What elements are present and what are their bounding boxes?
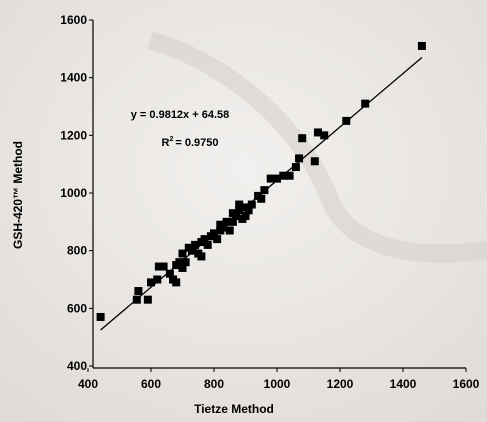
point [266, 174, 275, 183]
point [200, 235, 209, 244]
point [285, 171, 294, 180]
point [244, 206, 253, 215]
equation: y = 0.9812x + 64.58 [131, 109, 229, 121]
x-tick-label: 1200 [327, 377, 354, 391]
point [203, 240, 212, 249]
r-rest: = 0.9750 [175, 137, 218, 149]
x-tick-label: 800 [204, 377, 224, 391]
point [197, 252, 206, 261]
point [210, 229, 218, 238]
point [228, 217, 237, 226]
texture [147, 31, 487, 263]
point [191, 240, 200, 249]
y-tick-label: 1400 [60, 71, 87, 85]
point [313, 128, 322, 137]
point [310, 157, 319, 166]
point [178, 249, 187, 258]
point [273, 174, 281, 183]
point [232, 212, 241, 221]
x-axis-title: Tietze Method [194, 402, 274, 416]
x-tick-label: 1000 [264, 377, 291, 391]
point [417, 41, 426, 50]
point [165, 269, 174, 278]
point [260, 186, 269, 195]
point [291, 163, 300, 172]
point [143, 295, 152, 304]
point [96, 312, 105, 321]
y-axis-title: GSH-420™ Method [11, 141, 25, 249]
point [342, 116, 351, 125]
y-tick-label: 600 [67, 301, 87, 315]
point [172, 278, 181, 287]
point [257, 194, 266, 203]
x-tick-label: 1600 [453, 377, 480, 391]
x-tick-label: 400 [78, 377, 98, 391]
point [213, 235, 222, 244]
y-tick-label: 1600 [60, 13, 87, 27]
r-sup: 2 [169, 136, 173, 143]
x-tick-label: 600 [141, 377, 161, 391]
point [153, 275, 162, 284]
point [147, 278, 155, 287]
y-tick-label: 1200 [60, 128, 87, 142]
point [175, 258, 184, 267]
point [320, 131, 329, 140]
point [235, 200, 244, 209]
y-tick-label: 800 [67, 244, 87, 258]
point [235, 206, 244, 215]
y-tick-label: 1000 [60, 186, 87, 200]
point [279, 171, 288, 180]
point [247, 200, 256, 209]
point [225, 226, 234, 235]
y-tick-label: 400 [67, 359, 87, 373]
x-tick-label: 1400 [390, 377, 417, 391]
point [361, 99, 370, 108]
point [222, 217, 231, 226]
point [241, 212, 250, 221]
point [159, 262, 168, 271]
point [132, 295, 141, 304]
point [295, 154, 304, 163]
r-squared: R2 = 0.9750 [162, 136, 219, 149]
point [187, 246, 196, 255]
point [298, 134, 307, 143]
point [216, 220, 225, 229]
point [154, 262, 163, 271]
point [134, 287, 143, 296]
r-base: R [162, 137, 170, 149]
point [178, 263, 187, 272]
point [181, 258, 190, 267]
